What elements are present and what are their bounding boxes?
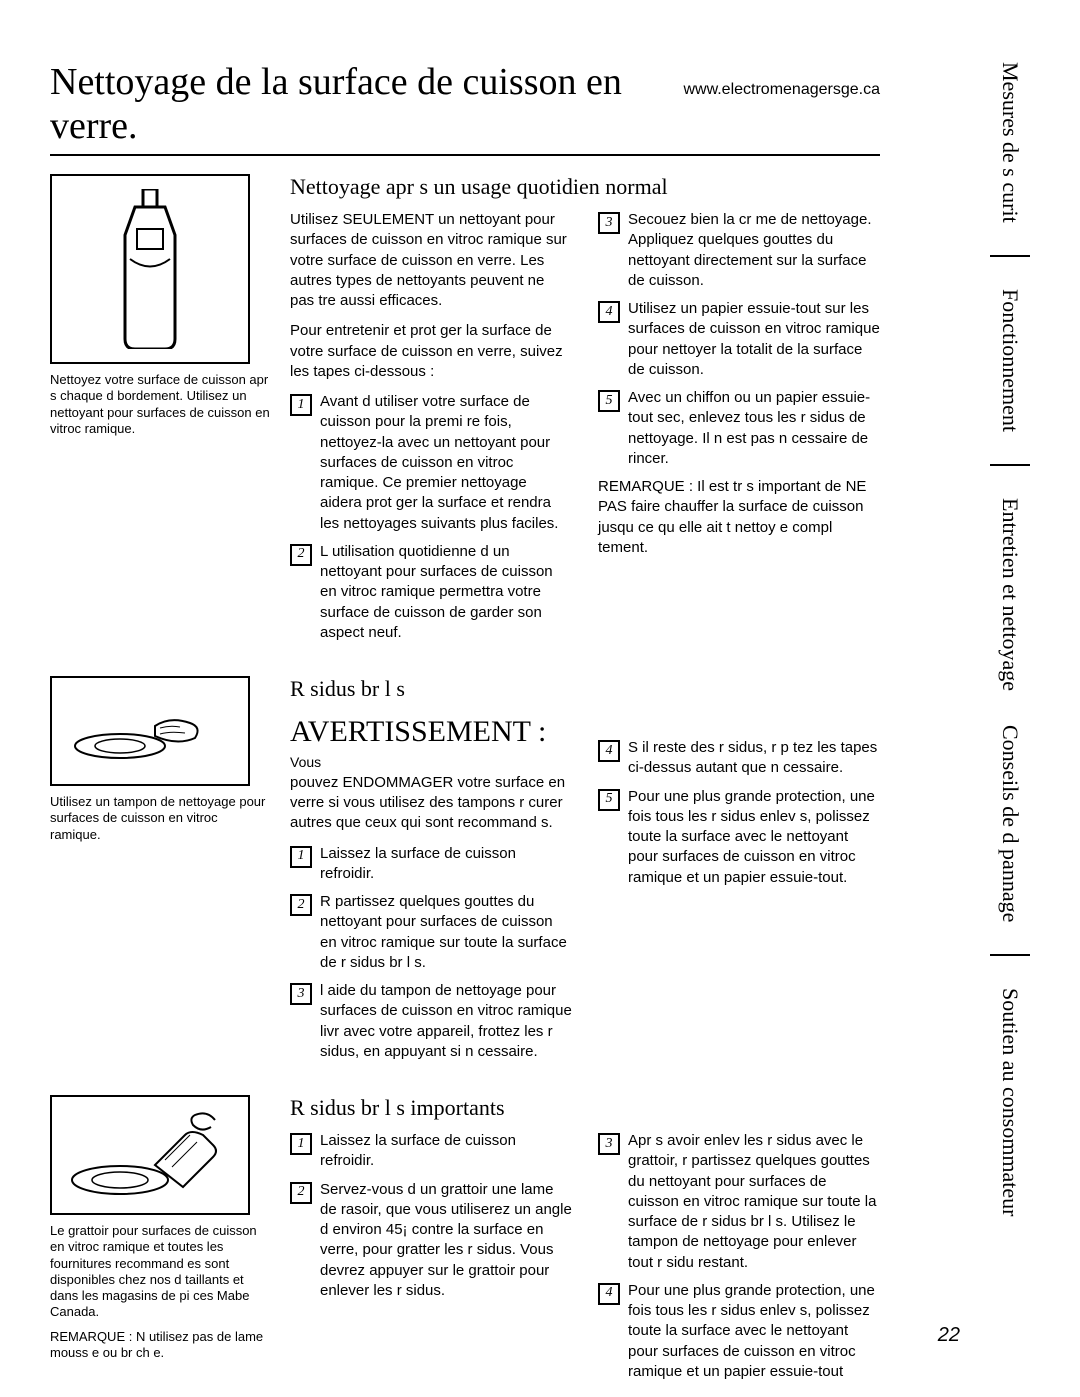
tab-operation[interactable]: Fonctionnement [995,287,1025,434]
tab-divider [990,464,1030,466]
scraper-icon [60,1105,240,1205]
step-text: Utilisez un papier essuie-tout sur les s… [628,299,880,380]
main-content: Nettoyage de la surface de cuisson en ve… [50,60,880,1390]
step-number-icon: 4 [598,1283,620,1305]
step-number-icon: 3 [598,1133,620,1155]
warning-subtext: Vous [290,754,321,770]
warning-body: pouvez ENDOMMAGER votre surface en verre… [290,774,565,832]
note-text: REMARQUE : Il est tr s important de NE P… [598,477,880,558]
website-url[interactable]: www.electromenagersge.ca [683,81,880,99]
page-title: Nettoyage de la surface de cuisson en ve… [50,60,663,148]
title-rule [50,154,880,156]
step-text: Pour une plus grande protection, une foi… [628,787,880,888]
warning-block: AVERTISSEMENT : Vous pouvez ENDOMMAGER v… [290,712,572,834]
page-number: 22 [938,1324,960,1347]
figure-caption: Utilisez un tampon de nettoyage pour sur… [50,794,270,843]
step-number-icon: 4 [598,740,620,762]
step-text: Avant d utiliser votre surface de cuisso… [320,392,572,534]
step-text: Servez-vous d un grattoir une lame de ra… [320,1180,572,1302]
step-text: Avec un chiffon ou un papier essuie-tout… [628,388,880,469]
step-text: Pour une plus grande protection, une foi… [628,1281,880,1382]
step-number-icon: 3 [290,983,312,1005]
step-number-icon: 4 [598,301,620,323]
step-number-icon: 3 [598,212,620,234]
step-number-icon: 1 [290,394,312,416]
step-number-icon: 5 [598,390,620,412]
tab-care[interactable]: Entretien et nettoyage [995,496,1025,693]
figure-note: REMARQUE : N utilisez pas de lame mouss … [50,1329,270,1362]
bottle-icon [115,189,185,349]
figure-scraper [50,1095,250,1215]
step-number-icon: 1 [290,846,312,868]
tab-divider [990,255,1030,257]
side-tabs: Mesures de s curit Fonctionnement Entret… [980,60,1040,1249]
step-text: L utilisation quotidienne d un nettoyant… [320,542,572,643]
tab-support[interactable]: Soutien au consommateur [995,986,1025,1219]
step-text: S il reste des r sidus, r p tez les tape… [628,738,880,779]
section-burnt-residue: Utilisez un tampon de nettoyage pour sur… [50,676,880,1070]
step-number-icon: 2 [290,894,312,916]
step-text: l aide du tampon de nettoyage pour surfa… [320,981,572,1062]
figure-caption: Le grattoir pour surfaces de cuisson en … [50,1223,270,1321]
tab-divider [990,954,1030,956]
section-heading: Nettoyage apr s un usage quotidien norma… [290,174,880,200]
step-text: Secouez bien la cr me de nettoyage. Appl… [628,210,880,291]
step-text: Laissez la surface de cuisson refroidir. [320,1131,572,1172]
tab-safety[interactable]: Mesures de s curit [995,60,1025,225]
figure-cleaner-bottle [50,174,250,364]
step-text: Laissez la surface de cuisson refroidir. [320,844,572,885]
section-heading: R sidus br l s importants [290,1095,880,1121]
intro-paragraph: Pour entretenir et prot ger la surface d… [290,321,572,382]
pad-icon [60,686,240,776]
section-normal-cleaning: Nettoyez votre surface de cuisson apr s … [50,174,880,651]
step-number-icon: 1 [290,1133,312,1155]
step-number-icon: 5 [598,789,620,811]
step-number-icon: 2 [290,544,312,566]
step-text: R partissez quelques gouttes du nettoyan… [320,892,572,973]
intro-paragraph: Utilisez SEULEMENT un nettoyant pour sur… [290,210,572,311]
step-number-icon: 2 [290,1182,312,1204]
warning-title: AVERTISSEMENT : [290,715,546,748]
section-heading: R sidus br l s [290,676,880,702]
step-text: Apr s avoir enlev les r sidus avec le gr… [628,1131,880,1273]
figure-caption: Nettoyez votre surface de cuisson apr s … [50,372,270,437]
tab-troubleshoot[interactable]: Conseils de d pannage [995,723,1025,924]
section-heavy-residue: Le grattoir pour surfaces de cuisson en … [50,1095,880,1390]
figure-cleaning-pad [50,676,250,786]
